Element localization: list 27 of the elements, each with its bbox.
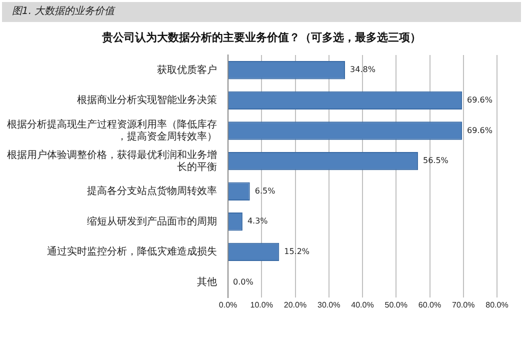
- x-tick-label: 80.0%: [486, 300, 508, 310]
- data-label: 4.3%: [247, 216, 268, 226]
- x-tick-label: 60.0%: [418, 300, 442, 310]
- data-label: 69.6%: [467, 126, 493, 135]
- y-tick-label: 根据商业分析实现智能业务决策: [77, 94, 217, 106]
- y-tick-label: 提高各分支站点货物周转效率: [87, 185, 217, 198]
- x-tick-label: 10.0%: [250, 300, 273, 310]
- y-tick-label: 通过实时监控分析，降低灾难造成损失: [47, 246, 217, 258]
- data-label: 56.5%: [422, 156, 449, 166]
- data-label: 69.6%: [467, 96, 493, 105]
- y-tick-label: 根据分析提高现生产过程资源利用率（降低库存，提高资金周转效率）: [7, 118, 217, 142]
- y-tick-label: 根据用户体验调整价格，获得最优利润和业务增长的平衡: [7, 148, 217, 173]
- y-tick-label: 其他: [197, 276, 217, 288]
- caption: 图1. 大数据的业务价值: [2, 2, 521, 22]
- y-tick-label: 获取优质客户: [157, 64, 217, 76]
- x-tick-label: 20.0%: [284, 300, 307, 310]
- chart-title: 贵公司认为大数据分析的主要业务价值？（可多选，最多选三项）: [101, 30, 422, 45]
- y-tick-label: 缩短从研发到产品面市的周期: [87, 215, 217, 228]
- data-label: 15.2%: [284, 247, 310, 256]
- data-label: 6.5%: [254, 186, 276, 196]
- x-tick-label: 70.0%: [452, 300, 475, 310]
- data-label: 0.0%: [233, 277, 254, 286]
- data-label: 34.8%: [350, 65, 376, 74]
- x-tick-label: 30.0%: [318, 300, 340, 310]
- x-tick-label: 50.0%: [384, 300, 408, 310]
- x-tick-label: 40.0%: [351, 300, 374, 310]
- x-tick-label: 0.0%: [218, 300, 238, 310]
